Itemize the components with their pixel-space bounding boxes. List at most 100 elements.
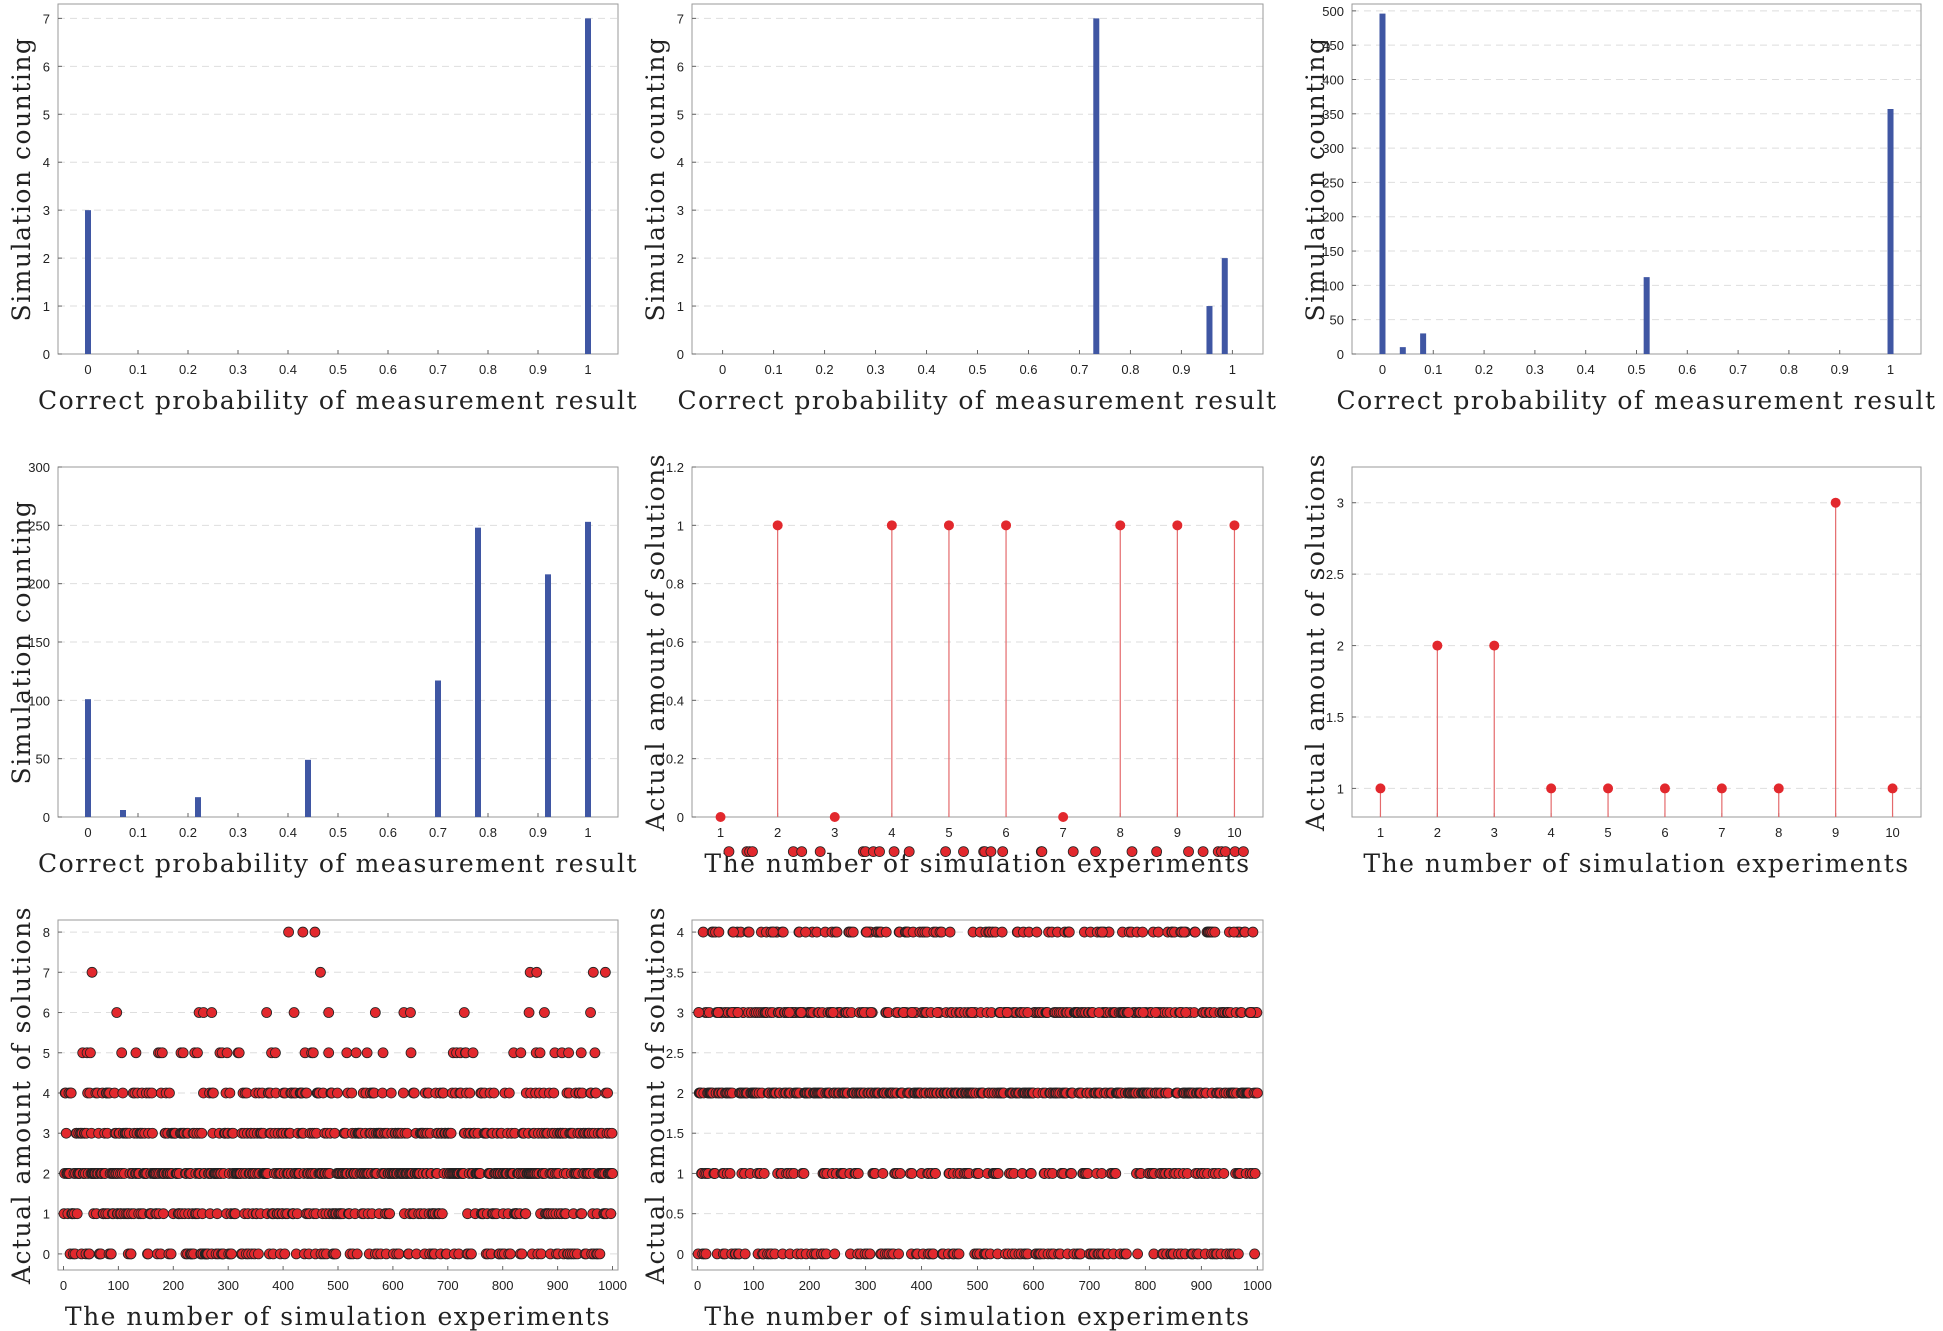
data-point — [1218, 1168, 1230, 1179]
y-tick-label: 50 — [36, 752, 50, 767]
data-point — [758, 1168, 770, 1179]
y-tick-label: 2 — [43, 251, 50, 266]
data-point — [1047, 1168, 1058, 1179]
x-tick-label: 9 — [1174, 825, 1181, 840]
data-point — [1232, 1248, 1244, 1260]
data-point — [930, 1168, 941, 1179]
data-point — [1110, 1168, 1122, 1179]
data-point — [772, 520, 783, 531]
x-tick-label: 400 — [272, 1278, 294, 1293]
data-point — [1228, 926, 1240, 938]
chart-panel-7: 0 100 200 300 400 500 600 700 800 900 1000 0 1 2 3 4 5 6 7… — [7, 906, 627, 1331]
data-point — [1121, 1248, 1132, 1260]
y-tick-label: 1 — [43, 1207, 50, 1222]
bar — [475, 527, 481, 817]
data-point — [130, 1047, 142, 1059]
data-point — [1220, 846, 1231, 858]
data-point — [1115, 520, 1126, 531]
x-tick-label: 8 — [1775, 825, 1782, 840]
data-point — [164, 1087, 175, 1099]
x-tick-label: 0 — [60, 1278, 67, 1293]
data-point — [943, 520, 954, 531]
data-point — [1075, 1248, 1086, 1260]
chart-panel-6: 1 2 3 4 5 6 7 8 9 10 1 1.5 2 2.5 3 The number of simula… — [1301, 453, 1922, 878]
data-point — [1252, 1087, 1263, 1099]
x-axis-label: Correct probability of measurement resul… — [677, 386, 1277, 415]
x-tick-label: 0.6 — [1019, 362, 1037, 377]
x-tick-label: 100 — [108, 1278, 130, 1293]
x-tick-label: 200 — [162, 1278, 184, 1293]
data-point — [605, 1208, 617, 1220]
x-tick-label: 6 — [1661, 825, 1668, 840]
data-point — [767, 926, 779, 938]
data-point — [888, 846, 900, 858]
y-tick-label: 6 — [43, 59, 50, 74]
data-point — [445, 1127, 457, 1139]
data-point — [211, 1208, 223, 1220]
chart-panel-2: 0 0.1 0.2 0.3 0.4 0.5 0.6 0.7 0.8 0.9 1 0 1 2 3 4 5 6 7 Cor… — [641, 3, 1277, 415]
data-point — [723, 846, 735, 858]
data-point — [931, 1007, 943, 1018]
y-tick-label: 6 — [43, 1006, 50, 1021]
x-axis-label: Correct probability of measurement resul… — [1336, 386, 1936, 415]
data-point — [1887, 783, 1898, 794]
data-point — [877, 1168, 889, 1179]
bar — [1399, 347, 1406, 354]
data-point — [361, 1047, 373, 1059]
data-point — [279, 1248, 291, 1260]
data-point — [944, 926, 956, 938]
x-axis-label: The number of simulation experiments — [704, 849, 1250, 878]
data-point — [575, 1047, 587, 1059]
data-point — [906, 1007, 918, 1018]
y-tick-label: 2 — [677, 251, 684, 266]
bar — [585, 18, 591, 354]
data-point — [847, 926, 859, 938]
chart-panel-3: 0 0.1 0.2 0.3 0.4 0.5 0.6 0.7 0.8 0.9 1 0 50 100 150 20… — [1301, 3, 1936, 415]
data-point — [252, 1248, 264, 1260]
data-point — [700, 1248, 712, 1260]
x-tick-label: 1 — [584, 825, 591, 840]
x-tick-label: 0.3 — [1526, 362, 1544, 377]
x-tick-label: 7 — [1718, 825, 1725, 840]
y-tick-label: 0.2 — [666, 752, 684, 767]
bar — [435, 680, 441, 817]
data-point — [973, 1168, 985, 1179]
x-tick-label: 0.2 — [179, 362, 197, 377]
x-tick-label: 0.5 — [968, 362, 986, 377]
y-tick-label: 0 — [43, 347, 50, 362]
data-point — [831, 926, 843, 938]
data-point — [1238, 846, 1249, 858]
y-tick-label: 0.8 — [666, 577, 684, 592]
data-point — [1183, 846, 1194, 858]
data-point — [233, 1047, 245, 1059]
data-point — [332, 1087, 343, 1099]
data-point — [535, 1248, 547, 1260]
data-point — [1180, 1007, 1192, 1018]
bar — [1206, 306, 1213, 354]
data-point — [523, 1007, 535, 1018]
data-point — [732, 1007, 744, 1018]
x-tick-label: 1 — [717, 825, 724, 840]
data-point — [369, 1007, 381, 1018]
data-point — [504, 1248, 516, 1260]
data-point — [940, 846, 951, 858]
x-tick-label: 0.4 — [279, 825, 297, 840]
x-tick-label: 0.1 — [129, 825, 147, 840]
plot-frame — [57, 3, 619, 355]
x-tick-label: 700 — [1079, 1278, 1101, 1293]
data-point — [467, 1047, 479, 1059]
data-point — [221, 1047, 233, 1059]
x-tick-label: 0.9 — [1831, 362, 1849, 377]
data-point — [534, 1047, 546, 1059]
data-point — [1001, 520, 1012, 531]
bar — [85, 210, 91, 354]
x-tick-label: 0 — [84, 362, 91, 377]
data-point — [996, 926, 1008, 938]
y-tick-label: 2.5 — [666, 1046, 684, 1061]
x-axis-label: Correct probability of measurement resul… — [38, 849, 638, 878]
data-point — [829, 1248, 841, 1260]
data-point — [1716, 783, 1727, 794]
x-tick-label: 400 — [911, 1278, 933, 1293]
data-point — [606, 1127, 618, 1139]
data-point — [1247, 926, 1259, 938]
